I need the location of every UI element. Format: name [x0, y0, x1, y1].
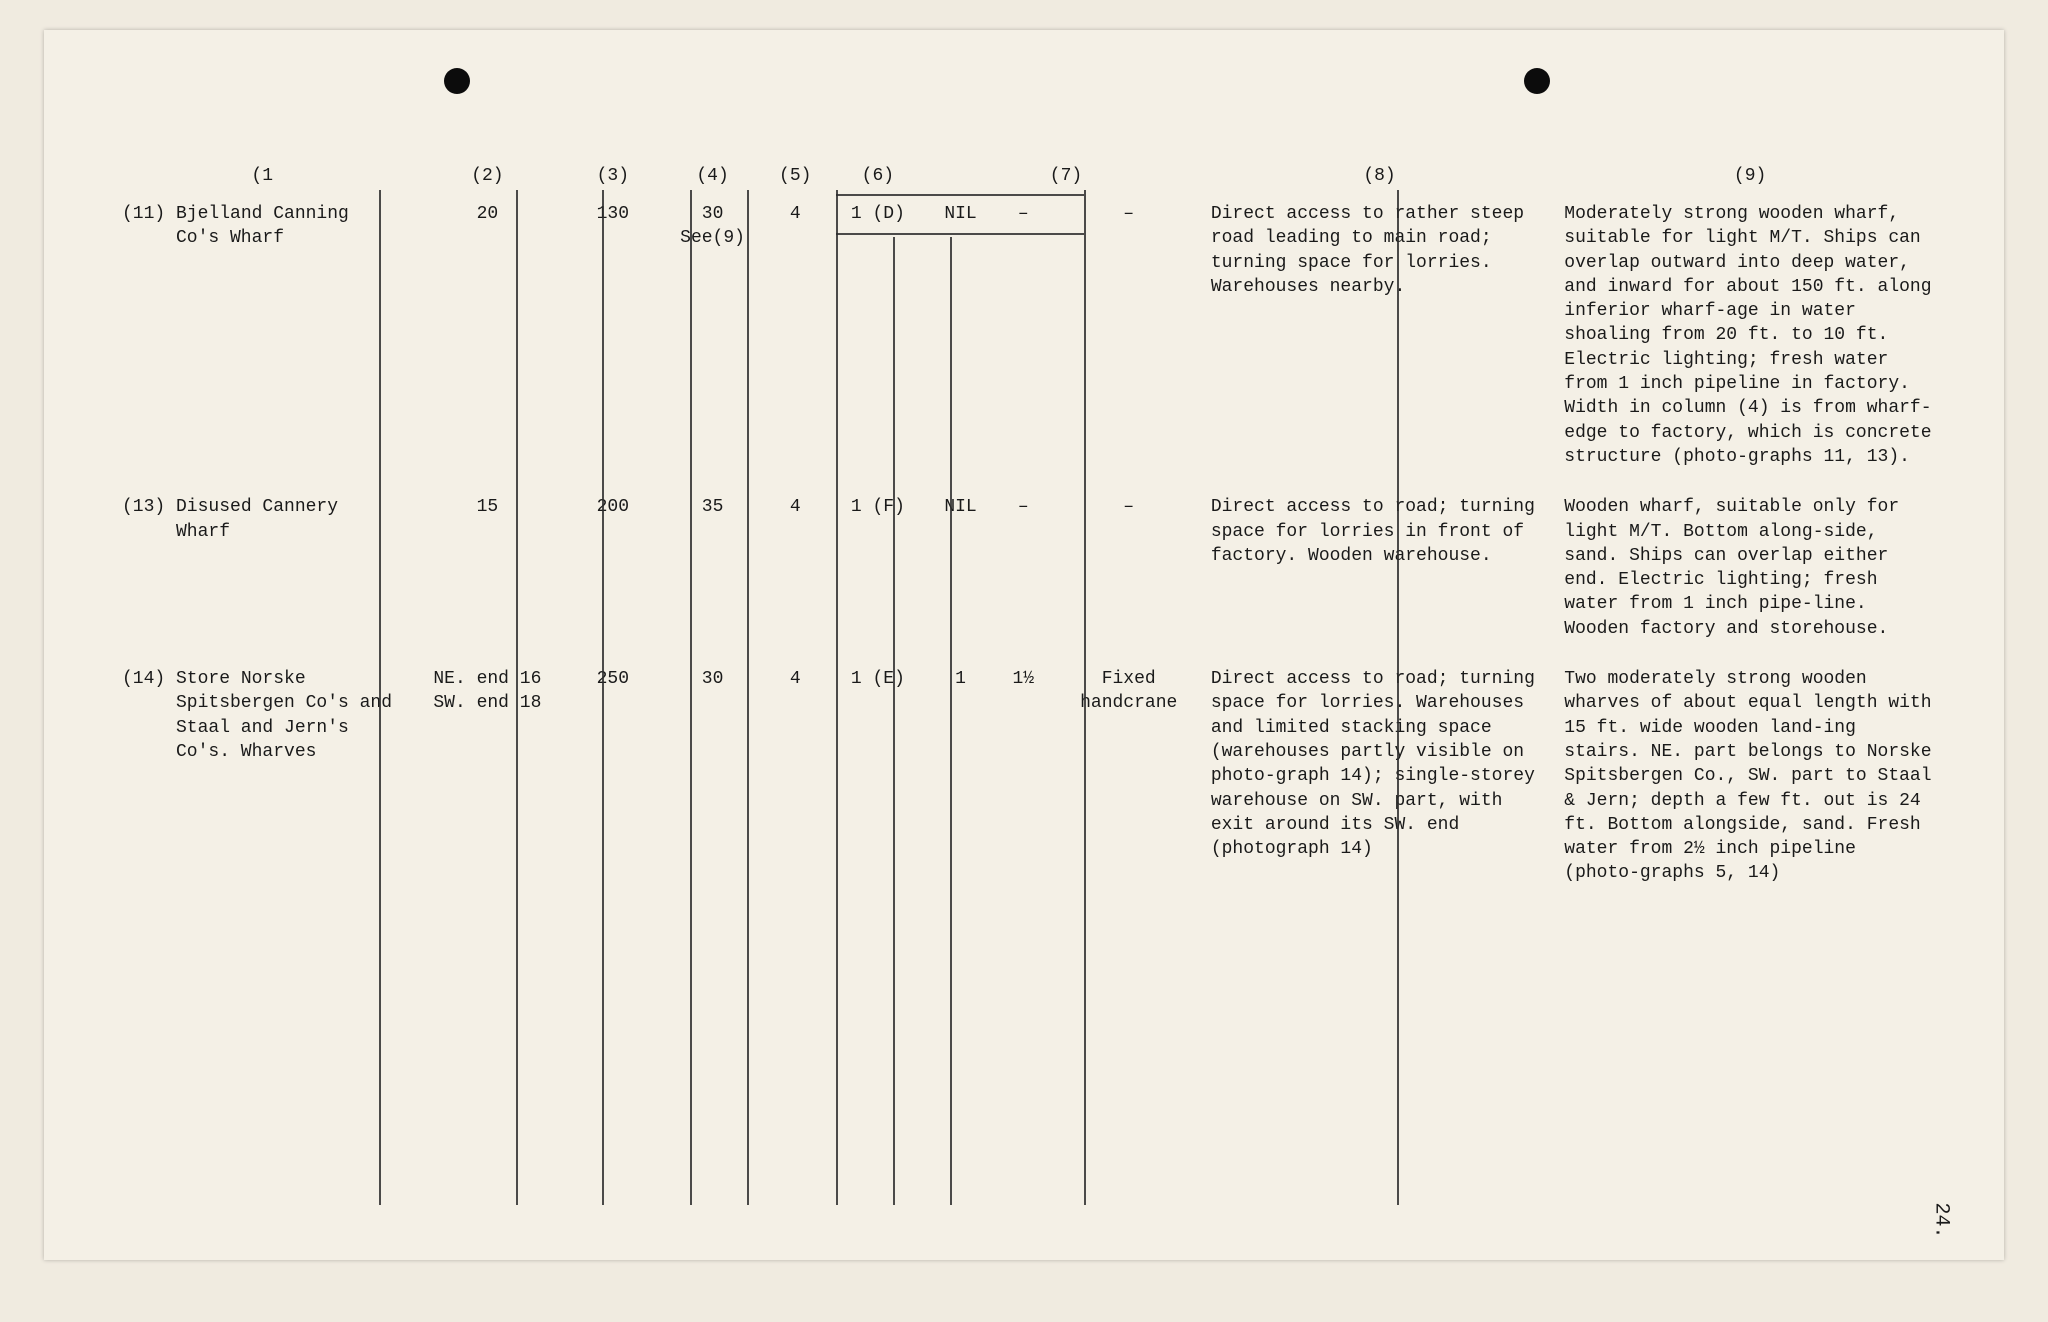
cell-c7b: –: [992, 489, 1055, 661]
punch-hole-left: [444, 68, 470, 94]
cell-c7a: NIL: [929, 489, 992, 661]
column-divider: [1397, 190, 1399, 1205]
table-row: (14) Store Norske Spitsbergen Co's and S…: [114, 661, 1944, 906]
cell-name: (13) Disused Cannery Wharf: [114, 489, 410, 661]
cell-c3: 130: [564, 196, 661, 489]
column-divider: [516, 190, 518, 1205]
cell-c8: Direct access to road; turning space for…: [1203, 489, 1556, 661]
cell-c9: Two moderately strong wooden wharves of …: [1556, 661, 1944, 906]
cell-c2: 15: [410, 489, 564, 661]
cell-c7b: 1½: [992, 661, 1055, 906]
col-header-6: (6): [827, 165, 930, 196]
col-header-1: (1: [114, 165, 410, 196]
cell-c5: 4: [764, 661, 827, 906]
header-row: (1 (2) (3) (4) (5) (6) (7) (8) (9): [114, 165, 1944, 196]
table-row: (11) Bjelland Canning Co's Wharf2013030 …: [114, 196, 1944, 489]
col7-top-rule: [836, 194, 1084, 196]
column-divider: [1084, 190, 1086, 1205]
cell-c5: 4: [764, 489, 827, 661]
cell-c3: 200: [564, 489, 661, 661]
column-divider: [836, 190, 838, 1205]
column-divider: [690, 190, 692, 1205]
cell-c2: 20: [410, 196, 564, 489]
cell-c7c: –: [1055, 196, 1203, 489]
cell-c7a: 1: [929, 661, 992, 906]
cell-c6: 1 (D): [827, 196, 930, 489]
cell-c9: Moderately strong wooden wharf, suitable…: [1556, 196, 1944, 489]
col-header-2: (2): [410, 165, 564, 196]
column-divider: [893, 237, 895, 1205]
column-divider: [950, 237, 952, 1205]
page-number: 24.: [1929, 1202, 1952, 1238]
col-header-8: (8): [1203, 165, 1556, 196]
cell-c6: 1 (E): [827, 661, 930, 906]
cell-c6: 1 (F): [827, 489, 930, 661]
cell-name: (11) Bjelland Canning Co's Wharf: [114, 196, 410, 489]
cell-c2: NE. end 16 SW. end 18: [410, 661, 564, 906]
cell-c7a: NIL: [929, 196, 992, 489]
wharf-table: (1 (2) (3) (4) (5) (6) (7) (8) (9) (11) …: [114, 165, 1944, 906]
cell-c7b: –: [992, 196, 1055, 489]
cell-c5: 4: [764, 196, 827, 489]
document-page: (1 (2) (3) (4) (5) (6) (7) (8) (9) (11) …: [44, 30, 2004, 1260]
cell-c9: Wooden wharf, suitable only for light M/…: [1556, 489, 1944, 661]
cell-c3: 250: [564, 661, 661, 906]
column-divider: [747, 190, 749, 1205]
column-divider: [602, 190, 604, 1205]
column-divider: [379, 190, 381, 1205]
col-header-9: (9): [1556, 165, 1944, 196]
cell-c8: Direct access to road; turning space for…: [1203, 661, 1556, 906]
col7-bottom-rule: [836, 233, 1084, 235]
punch-hole-right: [1524, 68, 1550, 94]
cell-name: (14) Store Norske Spitsbergen Co's and S…: [114, 661, 410, 906]
cell-c7c: –: [1055, 489, 1203, 661]
cell-c7c: Fixed handcrane: [1055, 661, 1203, 906]
col-header-7: (7): [929, 165, 1203, 196]
col-header-3: (3): [564, 165, 661, 196]
table-row: (13) Disused Cannery Wharf152003541 (F)N…: [114, 489, 1944, 661]
col-header-5: (5): [764, 165, 827, 196]
cell-c8: Direct access to rather steep road leadi…: [1203, 196, 1556, 489]
